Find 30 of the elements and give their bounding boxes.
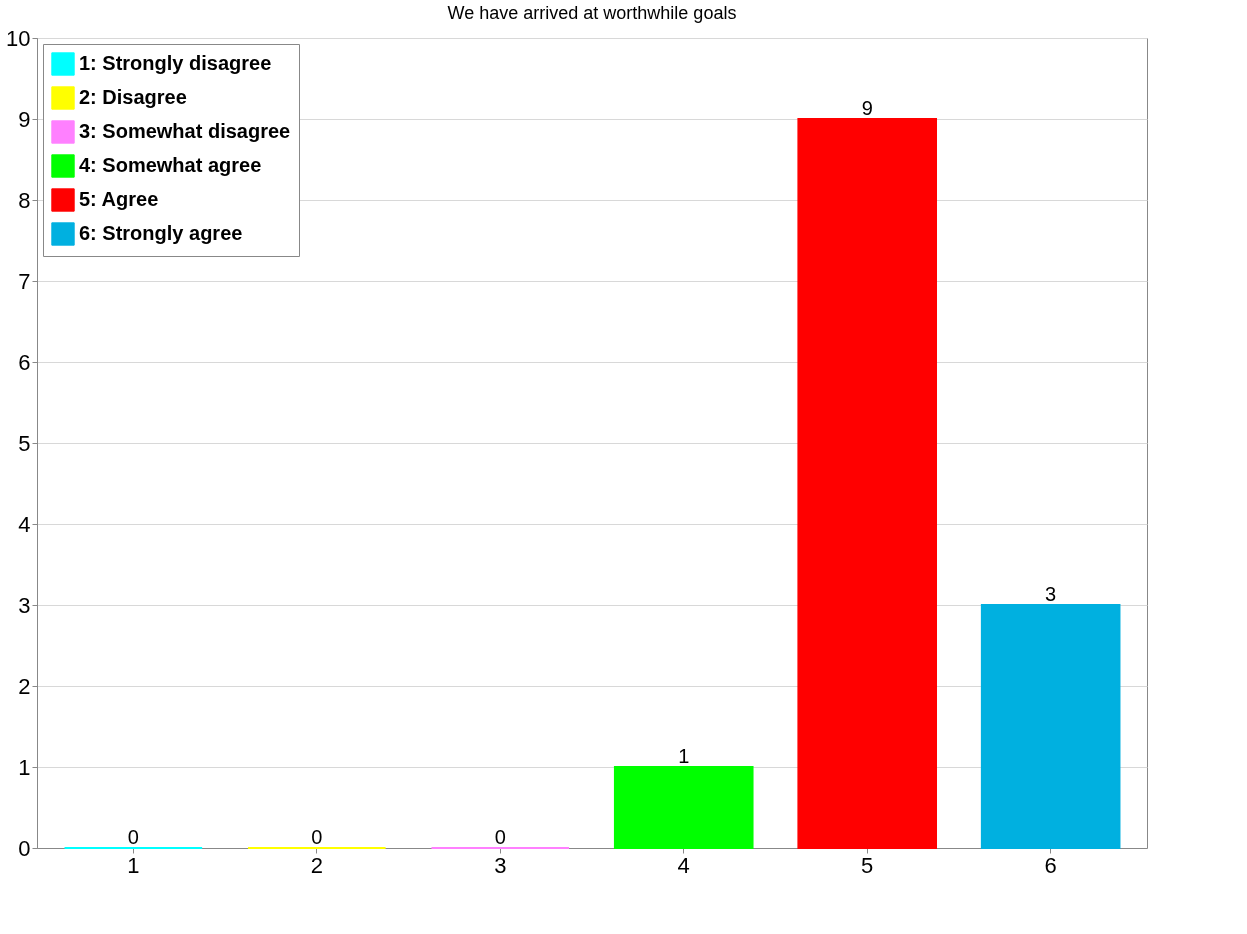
y-tick-label: 3 — [18, 592, 31, 618]
y-tick-label: 0 — [18, 835, 31, 861]
x-tick-label: 2 — [310, 852, 323, 878]
y-tick-label: 10 — [6, 25, 31, 51]
legend-label: 4: Somewhat agree — [79, 154, 262, 176]
y-tick-label: 2 — [18, 673, 31, 699]
data-label: 0 — [311, 826, 323, 848]
y-tick-label: 6 — [18, 349, 31, 375]
data-label: 3 — [1045, 583, 1057, 605]
legend-label: 6: Strongly agree — [79, 222, 243, 244]
legend-label: 5: Agree — [79, 188, 159, 210]
y-tick-label: 1 — [18, 754, 31, 780]
x-tick-label: 5 — [861, 852, 874, 878]
data-label: 0 — [127, 826, 139, 848]
data-label: 0 — [494, 826, 506, 848]
y-tick-label: 8 — [18, 187, 31, 213]
y-tick-label: 4 — [18, 511, 31, 537]
y-tick-label: 7 — [18, 268, 31, 294]
legend-label: 2: Disagree — [79, 86, 187, 108]
x-tick-label: 4 — [677, 852, 690, 878]
legend-label: 1: Strongly disagree — [79, 52, 272, 74]
legend-label: 3: Somewhat disagree — [79, 120, 291, 142]
chart-title: We have arrived at worthwhile goals — [447, 3, 737, 23]
x-tick-label: 6 — [1044, 852, 1057, 878]
x-tick-label: 1 — [127, 852, 140, 878]
data-label: 9 — [861, 97, 873, 119]
y-tick-label: 9 — [18, 106, 31, 132]
y-tick-label: 5 — [18, 430, 31, 456]
data-label: 1 — [678, 745, 690, 767]
x-tick-label: 3 — [494, 852, 507, 878]
